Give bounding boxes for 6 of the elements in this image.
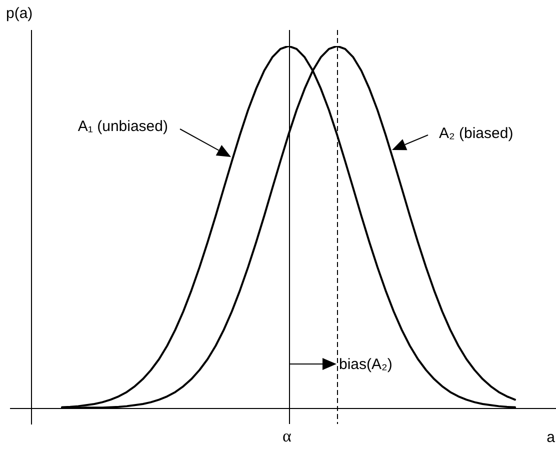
y-axis-title: p(a) [6,5,33,22]
x-axis-title: a [546,429,556,446]
annotation: A₂ (biased) [439,125,514,142]
annotation: bias(A₂) [339,356,392,374]
text: α [282,426,292,446]
annotation: A₁ (unbiased) [78,118,168,136]
